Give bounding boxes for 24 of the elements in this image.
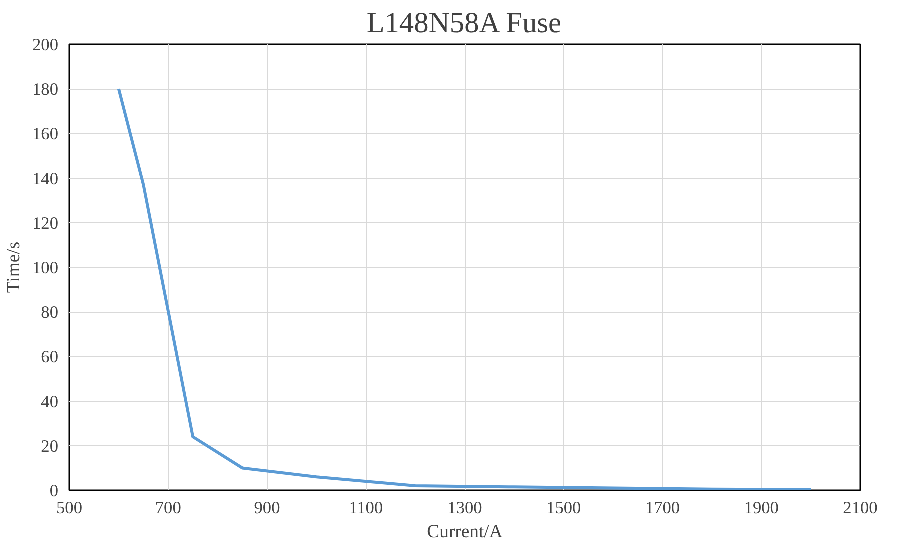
y-tick-label: 200 xyxy=(32,36,59,54)
y-tick-label: 20 xyxy=(41,436,58,456)
y-tick-label: 100 xyxy=(32,258,59,278)
y-tick-label: 60 xyxy=(41,348,58,367)
y-tick-label: 40 xyxy=(41,392,58,412)
x-tick-label: 900 xyxy=(254,498,280,518)
y-axis-title: Time/s xyxy=(4,242,25,294)
x-tick-label: 700 xyxy=(155,498,182,518)
line-series xyxy=(117,88,813,490)
x-axis-title: Current/A xyxy=(427,522,504,542)
y-tick-label: 120 xyxy=(32,214,59,233)
y-tick-label: 80 xyxy=(41,303,58,322)
x-tick-label: 1900 xyxy=(744,498,779,518)
y-tick-label: 0 xyxy=(50,482,59,500)
y-tick-label: 140 xyxy=(32,169,59,188)
x-tick-label: 2100 xyxy=(843,498,878,518)
x-tick-label: 1300 xyxy=(448,498,482,518)
y-tick-label: 180 xyxy=(32,80,59,100)
x-tick-label: 500 xyxy=(56,498,83,518)
x-tick-label: 1100 xyxy=(349,498,384,518)
x-tick-label: 1700 xyxy=(645,498,680,518)
x-tick-label: 1500 xyxy=(546,498,582,518)
y-tick-label: 160 xyxy=(32,124,59,144)
chart-title: L148N58A Fuse xyxy=(366,8,562,40)
